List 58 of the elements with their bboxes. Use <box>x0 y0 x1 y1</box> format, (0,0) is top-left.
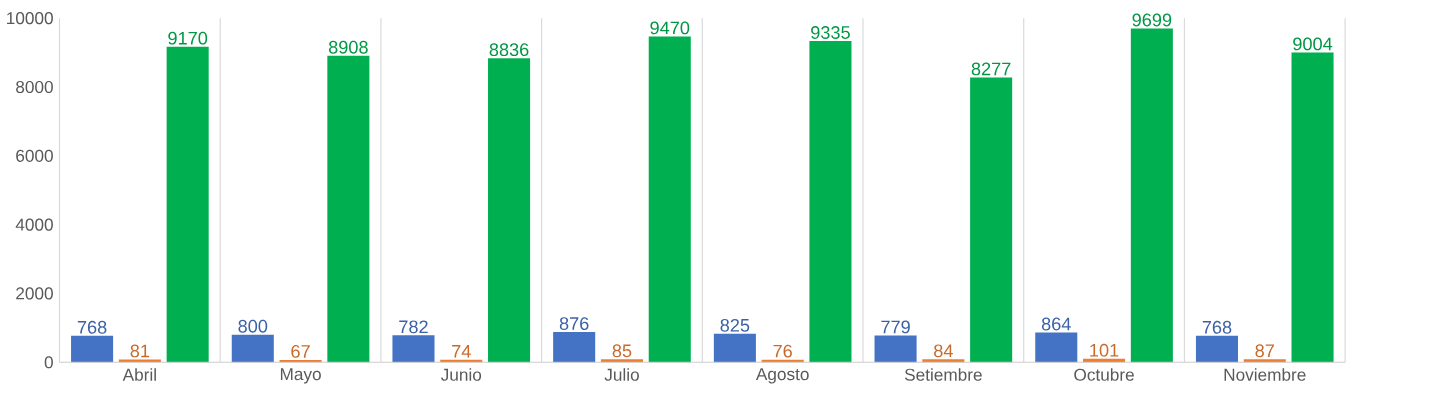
x-tick-label: Octubre <box>1074 367 1134 381</box>
data-label: 8277 <box>971 62 1011 76</box>
data-label: 87 <box>1255 344 1274 357</box>
bar <box>1130 28 1173 363</box>
bar <box>713 333 756 363</box>
bar <box>1291 52 1334 363</box>
data-label: 101 <box>1090 343 1119 357</box>
bar <box>809 40 852 363</box>
x-tick-label: Agosto <box>755 367 809 384</box>
bar <box>874 335 917 363</box>
bar <box>553 331 596 363</box>
data-label: 779 <box>881 320 910 334</box>
bar <box>1243 359 1286 363</box>
bar <box>1035 332 1078 363</box>
data-label: 800 <box>238 319 268 333</box>
data-label: 9170 <box>168 31 208 45</box>
bar <box>922 359 965 363</box>
bar <box>327 55 370 363</box>
data-label: 8836 <box>489 43 529 56</box>
bar <box>648 36 691 363</box>
data-label: 768 <box>1202 320 1232 334</box>
data-label: 81 <box>130 344 150 358</box>
data-label: 76 <box>773 344 792 358</box>
data-label: 768 <box>77 320 107 334</box>
data-label: 85 <box>612 344 632 358</box>
x-tick-label: Setiembre <box>904 367 982 381</box>
data-label: 825 <box>720 318 750 332</box>
data-label: 9004 <box>1293 37 1333 51</box>
data-label: 864 <box>1041 317 1071 331</box>
data-label: 67 <box>291 344 310 358</box>
y-tick-label: 4000 <box>15 218 53 231</box>
y-tick-label: 0 <box>44 355 53 369</box>
bar <box>166 46 209 363</box>
x-tick-label: Mayo <box>280 367 321 384</box>
x-tick-label: Julio <box>604 367 639 381</box>
bar <box>1195 335 1238 363</box>
bar <box>231 334 274 363</box>
x-tick-label: Abril <box>122 367 156 381</box>
bar <box>488 58 531 363</box>
data-label: 8908 <box>328 40 368 54</box>
x-tick-label: Junio <box>440 367 482 381</box>
data-label: 876 <box>559 316 589 330</box>
bar <box>71 335 114 363</box>
bar <box>118 359 161 363</box>
data-label: 9699 <box>1132 13 1172 27</box>
y-tick-label: 6000 <box>16 149 53 162</box>
x-tick-label: Noviembre <box>1224 367 1306 381</box>
data-label: 782 <box>399 320 428 334</box>
data-label: 84 <box>934 344 953 358</box>
data-label: 9470 <box>650 21 690 35</box>
data-label: 9335 <box>811 25 850 39</box>
data-label: 74 <box>452 344 471 358</box>
y-tick-label: 2000 <box>16 287 53 300</box>
bar <box>970 77 1013 363</box>
y-tick-label: 8000 <box>16 80 53 93</box>
bar <box>392 335 435 363</box>
y-tick-label: 10000 <box>7 11 53 25</box>
bar <box>600 359 643 363</box>
